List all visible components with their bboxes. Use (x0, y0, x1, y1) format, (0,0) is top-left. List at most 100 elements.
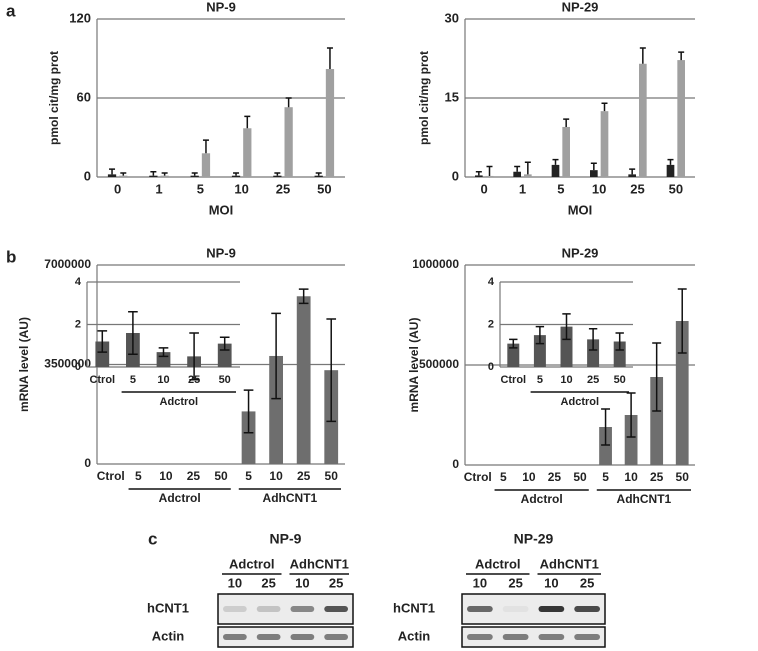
y-tick-label: 0 (488, 361, 494, 373)
bar (666, 164, 675, 177)
blot-band (290, 606, 315, 612)
error-bar (475, 170, 482, 176)
bar (241, 411, 256, 464)
x-tick-label: 10 (269, 469, 283, 483)
x-tick-label: 50 (614, 374, 626, 386)
x-axis-label: MOI (209, 202, 234, 217)
x-tick-label: 25 (276, 181, 290, 196)
x-tick-label: Ctrol (97, 469, 125, 483)
error-bar (588, 328, 598, 351)
blot-band (290, 634, 315, 640)
error-bar (514, 165, 521, 172)
x-tick-label: 25 (587, 374, 599, 386)
y-tick-label: 30 (445, 10, 459, 25)
lane-label: 25 (508, 575, 522, 590)
bar (201, 153, 211, 177)
bar (675, 321, 689, 465)
x-tick-label: 5 (537, 374, 543, 386)
y-tick-label: 0 (452, 168, 459, 183)
bar (524, 174, 532, 177)
group-label: AdhCNT1 (263, 491, 318, 505)
error-bar (677, 288, 687, 354)
blot-band (574, 606, 600, 612)
x-tick-label: 50 (573, 470, 587, 484)
bar (325, 69, 335, 177)
lane-label: 10 (228, 575, 242, 590)
bar (475, 175, 483, 177)
error-bar (590, 162, 597, 171)
bar (269, 355, 283, 464)
x-tick-label: 25 (548, 470, 562, 484)
y-tick-label: 4 (488, 276, 495, 288)
error-bar (285, 97, 292, 108)
blot-band (538, 606, 565, 612)
y-tick-label: 2 (488, 318, 494, 330)
y-tick-label: 0 (452, 457, 459, 471)
error-bar (219, 336, 230, 351)
bar (190, 175, 199, 177)
x-tick-label: 25 (650, 470, 664, 484)
bar (513, 171, 521, 177)
error-bar (326, 47, 333, 70)
bar (551, 164, 560, 177)
x-tick-label: 50 (669, 181, 683, 196)
x-tick-label: 10 (234, 181, 248, 196)
chart-title: NP-29 (562, 245, 599, 260)
panel-label: b (6, 247, 16, 266)
blot-band (256, 634, 281, 640)
blot-band (324, 634, 348, 640)
blot-group: Adctrol (229, 556, 275, 571)
x-tick-label: 10 (157, 374, 169, 386)
bar (149, 175, 158, 177)
error-bar (233, 172, 240, 176)
blot-band (467, 606, 493, 612)
y-tick-label: 0 (84, 168, 91, 183)
error-bar (326, 318, 337, 423)
y-tick-label: 3500000 (44, 357, 91, 371)
x-tick-label: 5 (557, 181, 564, 196)
bar (95, 341, 110, 367)
x-tick-label: Ctrol (464, 470, 492, 484)
error-bar (298, 288, 309, 305)
blot-title: NP-29 (514, 531, 554, 547)
bar (533, 335, 546, 367)
error-bar (626, 392, 636, 438)
panel-label: a (6, 1, 16, 20)
bar (485, 175, 494, 177)
blot-row-label: hCNT1 (147, 600, 189, 615)
blot-row-label: Actin (152, 628, 185, 643)
error-bar (629, 168, 636, 175)
bar (107, 174, 117, 177)
blot-group: Adctrol (475, 556, 521, 571)
x-tick-label: 10 (624, 470, 638, 484)
y-tick-label: 0 (75, 361, 81, 373)
error-bar (161, 172, 168, 176)
bar (624, 415, 638, 465)
bar (507, 343, 520, 367)
bar (650, 377, 664, 465)
bar (600, 111, 609, 177)
x-tick-label: 50 (317, 181, 331, 196)
blot-band (502, 606, 529, 612)
y-tick-label: 7000000 (44, 257, 91, 271)
x-tick-label: 5 (500, 470, 507, 484)
group-label: Adctrol (561, 396, 600, 408)
x-tick-label: 50 (219, 374, 231, 386)
x-tick-label: 50 (214, 469, 228, 483)
x-tick-label: 5 (245, 469, 252, 483)
error-bar (243, 389, 254, 434)
lane-label: 10 (295, 575, 309, 590)
blot-row-label: Actin (398, 628, 431, 643)
blot-band (223, 634, 247, 640)
blot-group: AdhCNT1 (540, 556, 599, 571)
y-tick-label: 60 (77, 89, 91, 104)
error-bar (652, 342, 662, 412)
error-bar (271, 312, 281, 400)
x-tick-label: Ctrol (89, 374, 115, 386)
y-axis-label: pmol cit/mg prot (417, 51, 431, 145)
x-tick-label: 1 (519, 181, 526, 196)
bar (243, 128, 252, 177)
bar (590, 170, 598, 177)
error-bar (524, 161, 531, 175)
x-tick-label: 25 (630, 181, 644, 196)
